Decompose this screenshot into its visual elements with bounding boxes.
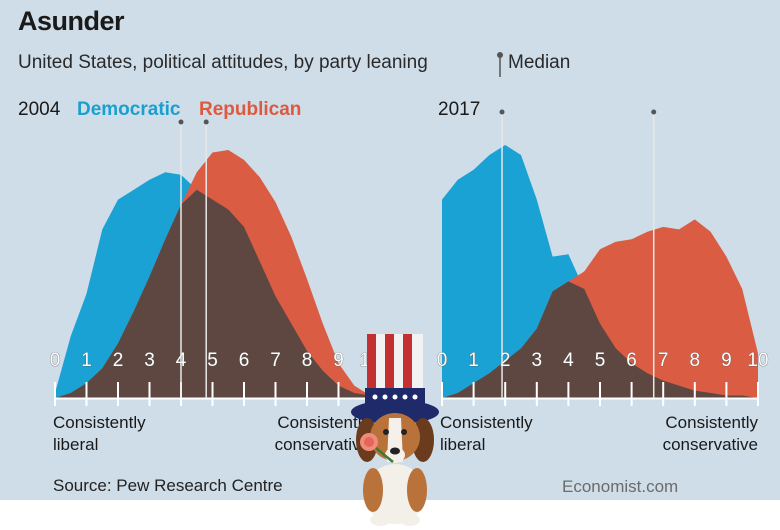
overlap-area-2017 — [442, 281, 758, 398]
chart-figure: Asunder United States, political attitud… — [0, 0, 780, 500]
x-tick-label-2017-2: 2 — [500, 350, 511, 371]
x-tick-label-2004-5: 5 — [207, 350, 218, 371]
axis-label-left-line2-2004: liberal — [53, 435, 98, 454]
legend-republican: Republican — [199, 99, 301, 120]
axis-label-left-line1-2004: Consistently — [53, 413, 146, 432]
x-tick-label-2004-9: 9 — [333, 350, 344, 371]
x-tick-label-2017-10: 10 — [747, 350, 768, 371]
x-tick-label-2004-0: 0 — [50, 350, 61, 371]
x-tick-label-2017-8: 8 — [690, 350, 701, 371]
x-tick-label-2004-7: 7 — [270, 350, 281, 371]
axis-label-right-line2-2017: conservative — [663, 435, 758, 454]
x-tick-label-2017-0: 0 — [437, 350, 448, 371]
democratic-area-2017 — [442, 145, 758, 398]
panel-year-2004: 2004 — [18, 99, 61, 120]
median-marker-republican-2017 — [651, 109, 657, 115]
median-marker-democratic-2004 — [178, 119, 184, 125]
x-tick-label-2017-7: 7 — [658, 350, 669, 371]
x-tick-label-2017-3: 3 — [532, 350, 543, 371]
x-tick-label-2004-3: 3 — [144, 350, 155, 371]
x-tick-label-2004-6: 6 — [239, 350, 250, 371]
x-tick-label-2017-1: 1 — [468, 350, 479, 371]
x-tick-label-2004-8: 8 — [302, 350, 313, 371]
median-marker-republican-2004 — [203, 119, 209, 125]
x-tick-label-2017-9: 9 — [721, 350, 732, 371]
panel-year-2017: 2017 — [438, 99, 480, 120]
x-tick-label-2004-2: 2 — [113, 350, 124, 371]
brand-mark: Economist.com — [562, 477, 679, 496]
legend-democratic: Democratic — [77, 99, 181, 120]
beagle-mascot-image — [351, 334, 439, 526]
median-key-icon — [497, 52, 503, 77]
x-tick-label-2004-1: 1 — [81, 350, 92, 371]
chart-canvas: 0123456789102004DemocraticRepublicanCons… — [18, 99, 769, 454]
axis-label-left-line1-2017: Consistently — [440, 413, 533, 432]
x-tick-label-2017-5: 5 — [595, 350, 606, 371]
source-note: Source: Pew Research Centre — [53, 476, 283, 495]
x-tick-label-2017-6: 6 — [626, 350, 637, 371]
axis-label-right-line2-2004: conservative — [275, 435, 370, 454]
overlap-area-2004 — [55, 189, 370, 398]
median-legend-label: Median — [508, 52, 571, 73]
median-marker-democratic-2017 — [499, 109, 505, 115]
chart-subtitle: United States, political attitudes, by p… — [18, 52, 428, 73]
x-tick-label-2017-4: 4 — [563, 350, 574, 371]
axis-label-left-line2-2017: liberal — [440, 435, 485, 454]
axis-label-right-line1-2017: Consistently — [665, 413, 758, 432]
axis-label-right-line1-2004: Consistently — [277, 413, 370, 432]
chart-title: Asunder — [18, 6, 125, 36]
